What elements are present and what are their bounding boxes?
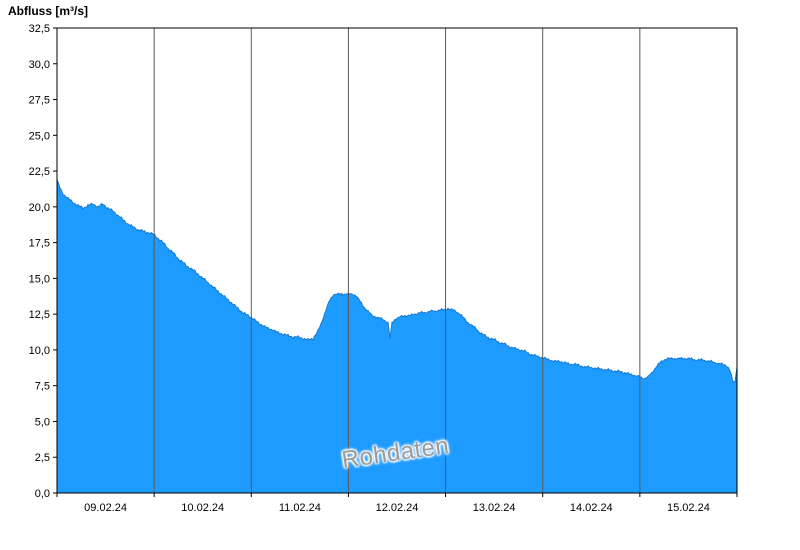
y-axis-tick-label: 27,5 bbox=[29, 95, 50, 107]
x-axis-tick-label: 15.02.24 bbox=[667, 502, 710, 514]
y-axis-tick-label: 2,5 bbox=[35, 452, 50, 464]
y-axis-tick-label: 0,0 bbox=[35, 488, 50, 500]
x-axis-tick-label: 13.02.24 bbox=[473, 502, 516, 514]
y-axis-tick-label: 7,5 bbox=[35, 381, 50, 393]
y-axis-tick-label: 10,0 bbox=[29, 345, 50, 357]
x-axis-tick-label: 10.02.24 bbox=[181, 502, 224, 514]
x-axis-tick-label: 09.02.24 bbox=[84, 502, 127, 514]
y-axis-tick-label: 12,5 bbox=[29, 309, 50, 321]
plot-frame bbox=[56, 27, 738, 494]
y-axis-tick-label: 17,5 bbox=[29, 238, 50, 250]
y-axis-tick-label: 30,0 bbox=[29, 59, 50, 71]
x-axis-tick-label: 14.02.24 bbox=[570, 502, 613, 514]
y-axis-tick-label: 25,0 bbox=[29, 130, 50, 142]
y-axis-tick-label: 5,0 bbox=[35, 416, 50, 428]
y-axis-tick-label: 15,0 bbox=[29, 273, 50, 285]
x-axis-tick-label: 11.02.24 bbox=[279, 502, 321, 514]
x-axis-tick-label: 12.02.24 bbox=[376, 502, 419, 514]
y-axis-tick-label: 32,5 bbox=[29, 23, 50, 35]
y-axis-title: Abfluss [m³/s] bbox=[8, 4, 89, 18]
y-axis-tick-label: 20,0 bbox=[29, 202, 50, 214]
discharge-area bbox=[56, 179, 738, 494]
y-axis-tick-label: 22,5 bbox=[29, 166, 50, 178]
